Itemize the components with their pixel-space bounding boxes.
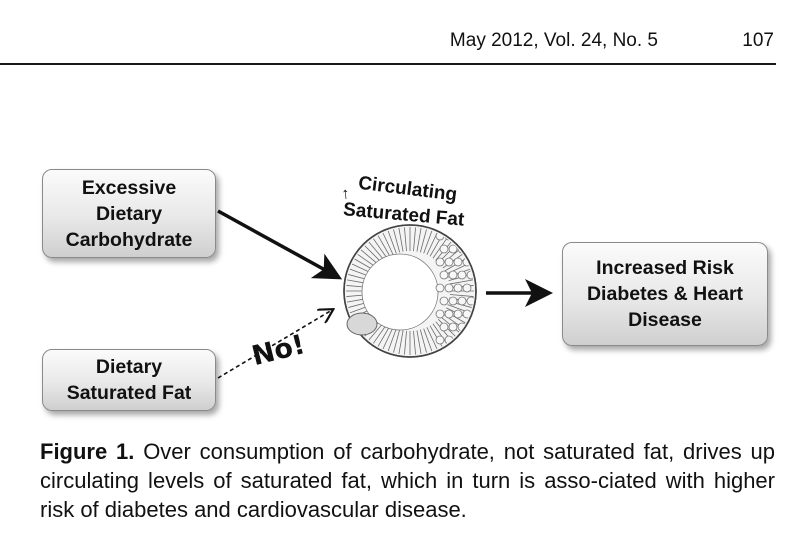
box-increased-risk: Increased Risk Diabetes & Heart Disease bbox=[562, 242, 768, 346]
lipoprotein-particle-illustration bbox=[343, 224, 477, 358]
no-label: No! bbox=[249, 329, 308, 372]
arrow-satfat-to-center-dashed bbox=[217, 310, 332, 379]
journal-issue: May 2012, Vol. 24, No. 5 bbox=[449, 30, 658, 51]
caption-text: Over consumption of carbohydrate, not sa… bbox=[40, 439, 775, 522]
center-arrow-symbol: ↑ bbox=[341, 185, 351, 203]
running-header: May 2012, Vol. 24, No. 5 107 bbox=[0, 30, 807, 66]
page-number: 107 bbox=[742, 30, 774, 51]
header-rule bbox=[0, 63, 776, 65]
box-excessive-dietary-carbohydrate: Excessive Dietary Carbohydrate bbox=[42, 169, 216, 258]
caption-label: Figure 1. bbox=[40, 439, 135, 464]
figure-caption: Figure 1. Over consumption of carbohydra… bbox=[40, 437, 775, 524]
box-dietary-saturated-fat: Dietary Saturated Fat bbox=[42, 349, 216, 411]
arrow-carb-to-center bbox=[217, 209, 343, 280]
